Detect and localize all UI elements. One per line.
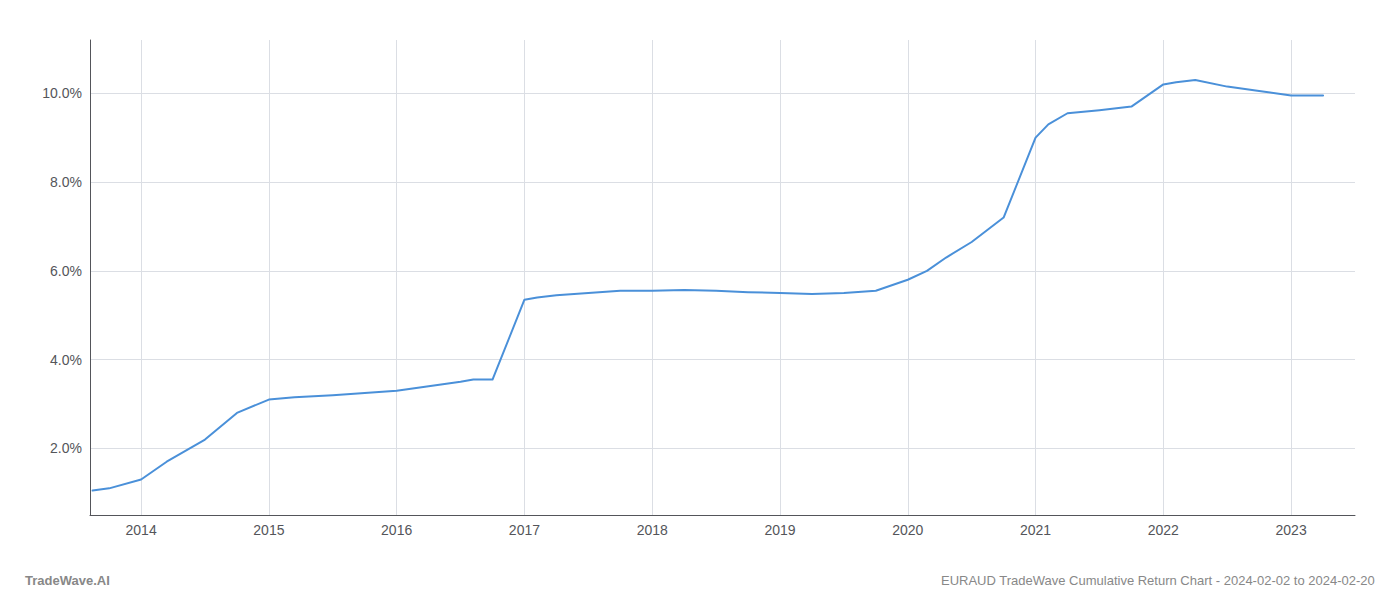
svg-text:2020: 2020	[892, 522, 923, 538]
svg-text:2015: 2015	[253, 522, 284, 538]
svg-text:2021: 2021	[1020, 522, 1051, 538]
svg-text:2019: 2019	[764, 522, 795, 538]
svg-text:4.0%: 4.0%	[50, 352, 82, 368]
svg-text:2022: 2022	[1148, 522, 1179, 538]
svg-text:2018: 2018	[637, 522, 668, 538]
svg-text:EURAUD TradeWave Cumulative Re: EURAUD TradeWave Cumulative Return Chart…	[941, 573, 1375, 588]
svg-text:10.0%: 10.0%	[42, 85, 82, 101]
svg-text:6.0%: 6.0%	[50, 263, 82, 279]
svg-text:TradeWave.AI: TradeWave.AI	[25, 573, 110, 588]
svg-text:2017: 2017	[509, 522, 540, 538]
svg-text:2016: 2016	[381, 522, 412, 538]
svg-text:2023: 2023	[1276, 522, 1307, 538]
svg-text:2014: 2014	[126, 522, 157, 538]
svg-text:8.0%: 8.0%	[50, 174, 82, 190]
svg-text:2.0%: 2.0%	[50, 440, 82, 456]
